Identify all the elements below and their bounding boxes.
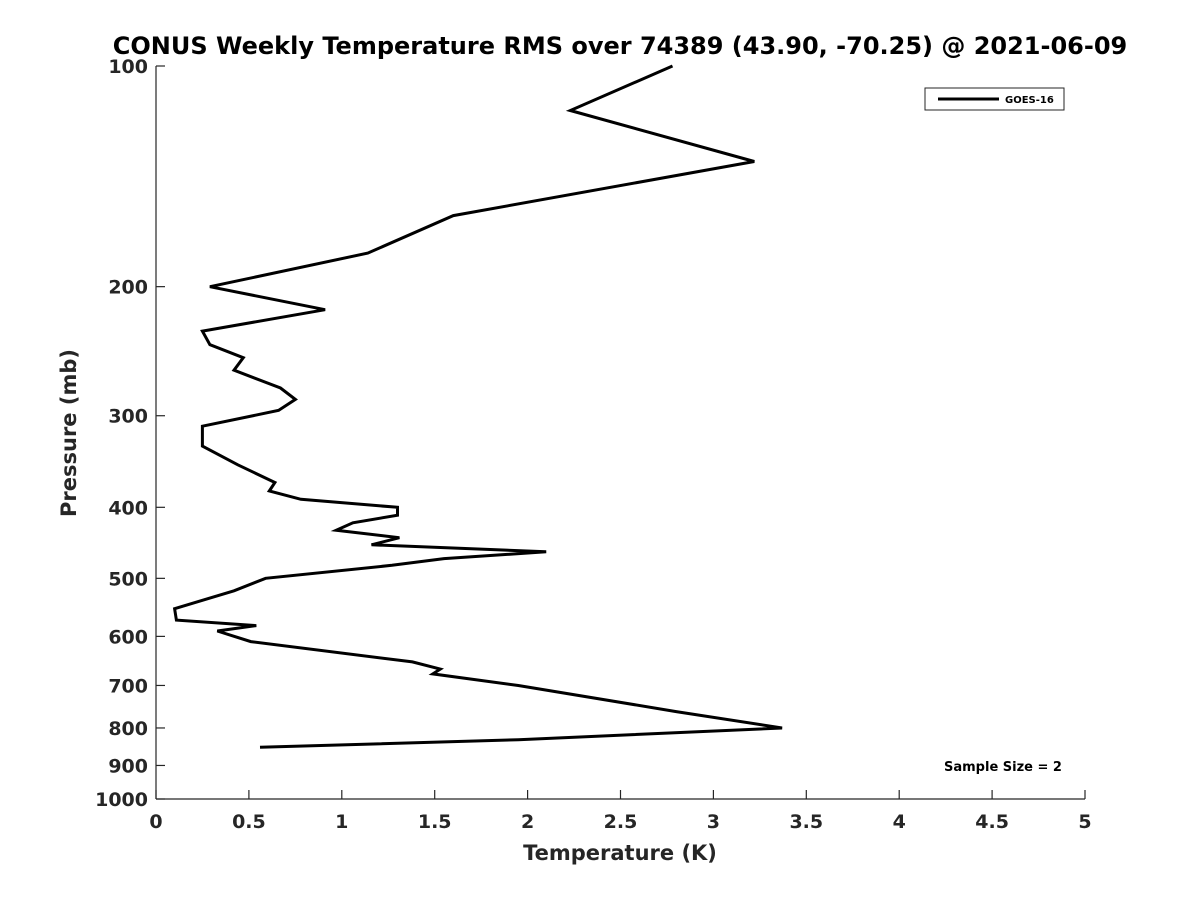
y-tick-label: 600 bbox=[108, 626, 148, 648]
x-tick-label: 2.5 bbox=[604, 811, 638, 833]
x-tick-label: 3 bbox=[707, 811, 720, 833]
y-tick-label: 400 bbox=[108, 497, 148, 519]
x-axis-label: Temperature (K) bbox=[523, 841, 717, 865]
sample-size-annotation: Sample Size = 2 bbox=[944, 760, 1062, 775]
x-tick-label: 4 bbox=[893, 811, 906, 833]
legend: GOES-16 bbox=[924, 87, 1065, 111]
x-tick-label: 1.5 bbox=[418, 811, 452, 833]
x-tick-label: 3.5 bbox=[789, 811, 823, 833]
x-ticks: 0 0.5 1 1.5 2 2.5 3 3.5 4 4.5 5 bbox=[149, 790, 1092, 833]
y-axis-label: Pressure (mb) bbox=[57, 349, 81, 517]
y-tick-label: 500 bbox=[108, 568, 148, 590]
series-layer bbox=[172, 64, 783, 749]
axes bbox=[155, 66, 1085, 800]
y-tick-label: 1000 bbox=[95, 789, 148, 811]
x-tick-label: 0.5 bbox=[232, 811, 266, 833]
y-tick-label: 200 bbox=[108, 277, 148, 299]
x-tick-label: 5 bbox=[1078, 811, 1091, 833]
x-tick-label: 4.5 bbox=[975, 811, 1009, 833]
x-tick-label: 0 bbox=[149, 811, 162, 833]
y-ticks: 100 200 300 400 500 600 700 800 900 1000 bbox=[95, 56, 165, 811]
y-tick-label: 300 bbox=[108, 406, 148, 428]
y-tick-label: 900 bbox=[108, 755, 148, 777]
y-tick-label: 700 bbox=[108, 675, 148, 697]
chart-title: CONUS Weekly Temperature RMS over 74389 … bbox=[113, 32, 1127, 60]
x-tick-label: 1 bbox=[335, 811, 348, 833]
y-tick-label: 800 bbox=[108, 718, 148, 740]
series-line bbox=[172, 64, 783, 749]
y-tick-label: 100 bbox=[108, 56, 148, 78]
x-tick-label: 2 bbox=[521, 811, 534, 833]
legend-label: GOES-16 bbox=[1005, 95, 1054, 106]
